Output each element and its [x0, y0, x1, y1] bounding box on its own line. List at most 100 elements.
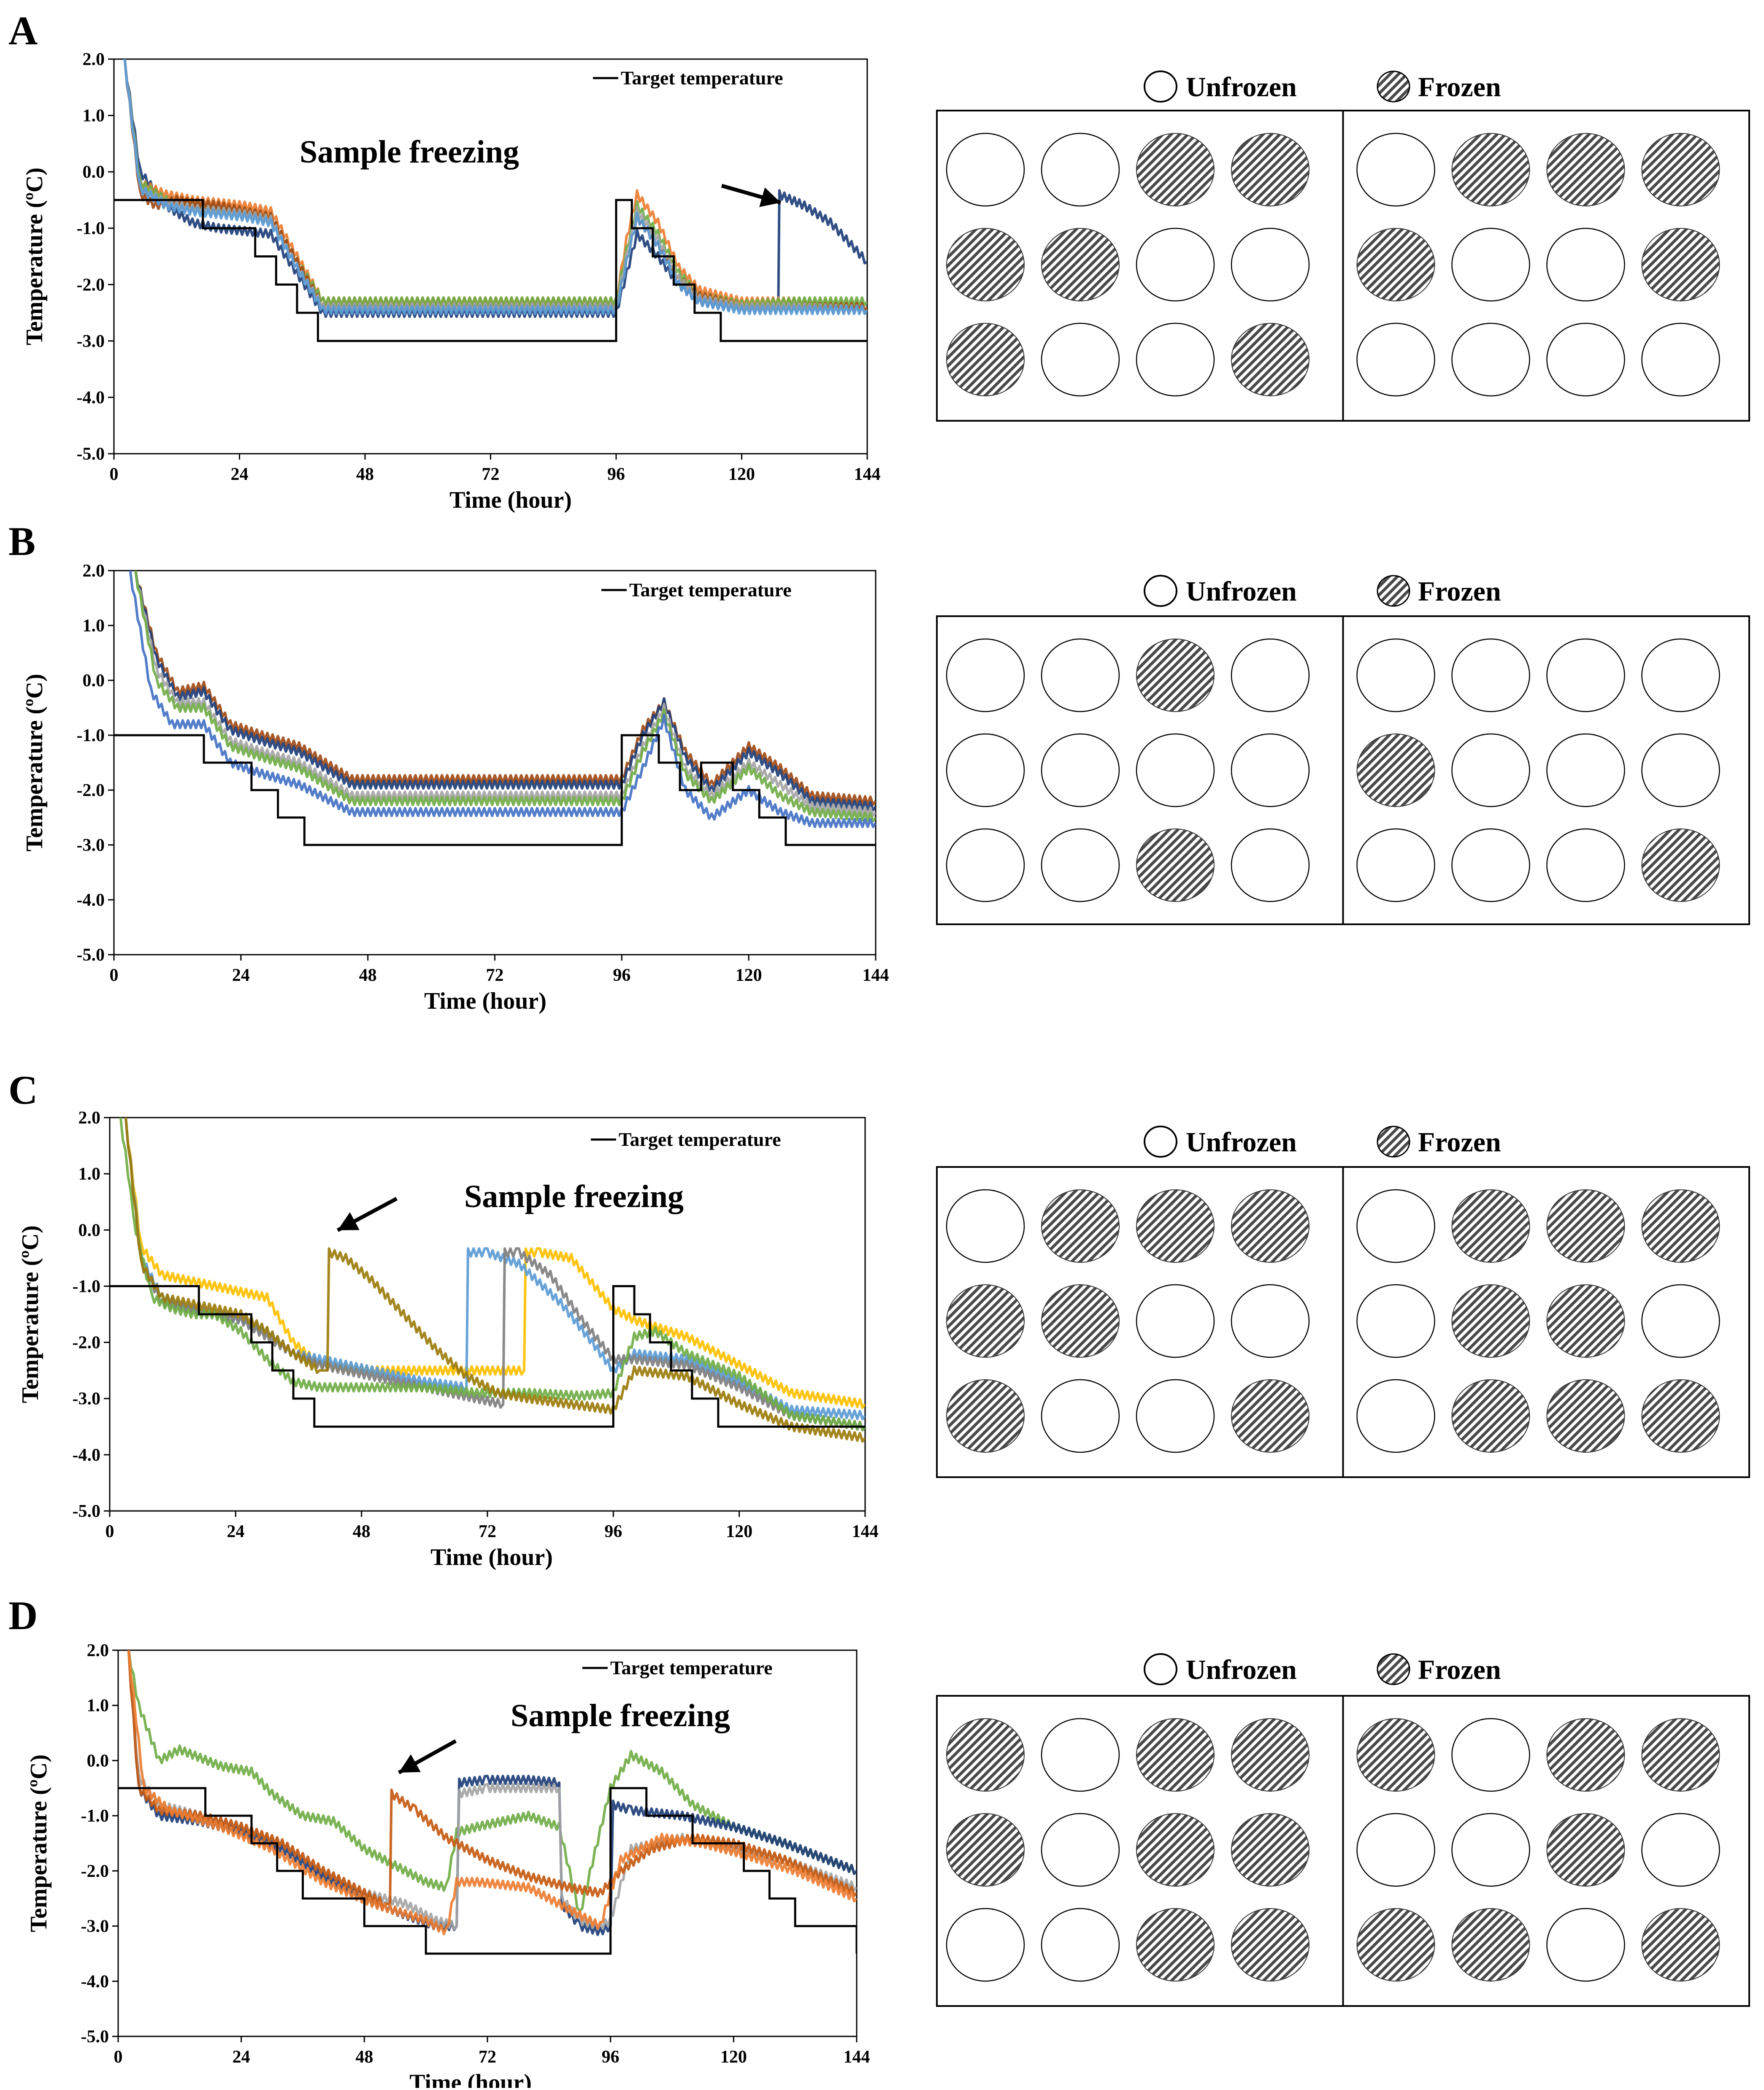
well-unfrozen — [1546, 638, 1625, 712]
well-unfrozen — [1041, 638, 1120, 712]
series-line-green — [134, 571, 876, 823]
x-tick-label: 24 — [232, 966, 250, 985]
well-unfrozen — [1136, 1379, 1215, 1453]
well-frozen — [1356, 228, 1435, 301]
series-line-dark-blue — [134, 571, 876, 812]
x-tick-label: 120 — [720, 2047, 747, 2067]
x-tick-label: 48 — [359, 966, 377, 985]
y-tick-label: -3.0 — [77, 332, 105, 351]
well-unfrozen — [1451, 227, 1530, 302]
target-temperature-line — [114, 199, 867, 342]
well-frozen — [1451, 1189, 1530, 1263]
x-tick-label: 120 — [726, 1522, 752, 1541]
well-frozen — [1231, 323, 1309, 396]
well-frozen — [1356, 1718, 1435, 1792]
x-tick-label: 96 — [613, 966, 630, 985]
y-tick-label: -2.0 — [77, 781, 105, 800]
x-tick-label: 144 — [863, 966, 889, 985]
x-tick-label: 48 — [355, 2047, 373, 2067]
well-frozen — [1546, 1379, 1625, 1453]
well-unfrozen — [1546, 227, 1625, 302]
y-tick-label: -5.0 — [77, 945, 105, 965]
series-line-grey — [134, 571, 876, 817]
well-unfrozen — [1641, 733, 1720, 807]
well-frozen — [946, 1813, 1025, 1887]
well-frozen — [1231, 133, 1309, 206]
well-frozen — [1136, 133, 1215, 206]
well-unfrozen — [1356, 1813, 1435, 1887]
panel-a: A 2.0 1.0 0.0 -1.0 -2.0 -3.0 -4.0 -5.0 0 24 48 72 96 1… — [8, 8, 1750, 513]
x-tick-label: 24 — [227, 1522, 244, 1541]
well-unfrozen — [1041, 1813, 1120, 1887]
frozen-legend-label: Frozen — [1418, 1654, 1501, 1685]
well-unfrozen — [1451, 1718, 1530, 1792]
y-tick-label: 0.0 — [78, 1221, 101, 1240]
frozen-legend-label: Frozen — [1418, 72, 1501, 103]
well-unfrozen — [1231, 733, 1310, 807]
y-tick-label: -5.0 — [73, 1502, 101, 1521]
well-unfrozen — [1356, 322, 1435, 397]
y-tick-label: 1.0 — [83, 616, 105, 636]
well-unfrozen — [1641, 638, 1720, 712]
well-frozen — [1231, 1379, 1309, 1453]
unfrozen-legend-label: Unfrozen — [1186, 72, 1297, 103]
y-tick-label: -2.0 — [81, 1862, 109, 1881]
frozen-legend-circle — [1377, 575, 1410, 607]
y-tick-label: 0.0 — [83, 162, 105, 182]
y-axis-title: Temperature (ºC) — [22, 674, 48, 851]
well-frozen — [946, 228, 1025, 301]
y-tick-label: 1.0 — [78, 1164, 101, 1184]
x-tick-label: 24 — [233, 2047, 250, 2067]
x-tick-label: 72 — [479, 1522, 496, 1541]
well-plate: Unfrozen Frozen — [936, 70, 1750, 422]
well-frozen — [1041, 1284, 1120, 1358]
panel-letter: B — [8, 519, 35, 564]
well-frozen — [1546, 1813, 1625, 1887]
x-tick-label: 120 — [728, 465, 755, 484]
well-unfrozen — [1546, 322, 1625, 397]
x-tick-label: 144 — [854, 465, 881, 484]
y-tick-label: 0.0 — [83, 671, 105, 690]
y-tick-label: -3.0 — [73, 1389, 101, 1409]
well-unfrozen — [1136, 733, 1215, 807]
well-frozen — [1041, 228, 1120, 301]
x-axis-title: Time (hour) — [424, 988, 547, 1014]
well-frozen — [1546, 1284, 1625, 1358]
well-frozen — [946, 1284, 1025, 1358]
x-tick-label: 96 — [607, 465, 625, 484]
well-frozen — [1641, 1908, 1720, 1982]
x-tick-label: 120 — [736, 966, 762, 985]
x-axis-title: Time (hour) — [409, 2070, 532, 2088]
well-unfrozen — [1231, 638, 1310, 712]
well-unfrozen — [946, 133, 1025, 207]
y-axis-title: Temperature (ºC) — [17, 1225, 43, 1403]
well-unfrozen — [1041, 1379, 1120, 1453]
legend-label: Target temperature — [629, 579, 792, 601]
well-unfrozen — [946, 1908, 1025, 1982]
well-unfrozen — [1041, 322, 1120, 397]
well-frozen — [1451, 133, 1530, 206]
well-frozen — [1641, 1379, 1720, 1453]
well-unfrozen — [1136, 1284, 1215, 1358]
unfrozen-legend-label: Unfrozen — [1186, 1127, 1297, 1158]
unfrozen-legend-circle — [1144, 1126, 1177, 1158]
y-axis-title: Temperature (ºC) — [26, 1754, 52, 1932]
y-tick-label: -1.0 — [77, 219, 105, 238]
unfrozen-legend-label: Unfrozen — [1186, 1654, 1297, 1685]
well-frozen — [1136, 1189, 1215, 1263]
well-unfrozen — [1041, 1718, 1120, 1792]
legend-label: Target temperature — [619, 1129, 781, 1150]
well-plate: Unfrozen Frozen — [936, 1126, 1750, 1478]
frozen-legend-circle — [1377, 70, 1410, 103]
well-frozen — [1641, 228, 1720, 301]
y-tick-label: 1.0 — [87, 1696, 109, 1716]
series-group — [114, 571, 876, 846]
x-tick-label: 0 — [114, 2047, 123, 2067]
series-group — [110, 1118, 865, 1443]
well-unfrozen — [1451, 733, 1530, 807]
x-tick-label: 0 — [106, 1522, 114, 1541]
y-tick-label: 1.0 — [83, 106, 105, 126]
well-unfrozen — [1641, 1813, 1720, 1887]
y-tick-label: 2.0 — [78, 1108, 101, 1128]
